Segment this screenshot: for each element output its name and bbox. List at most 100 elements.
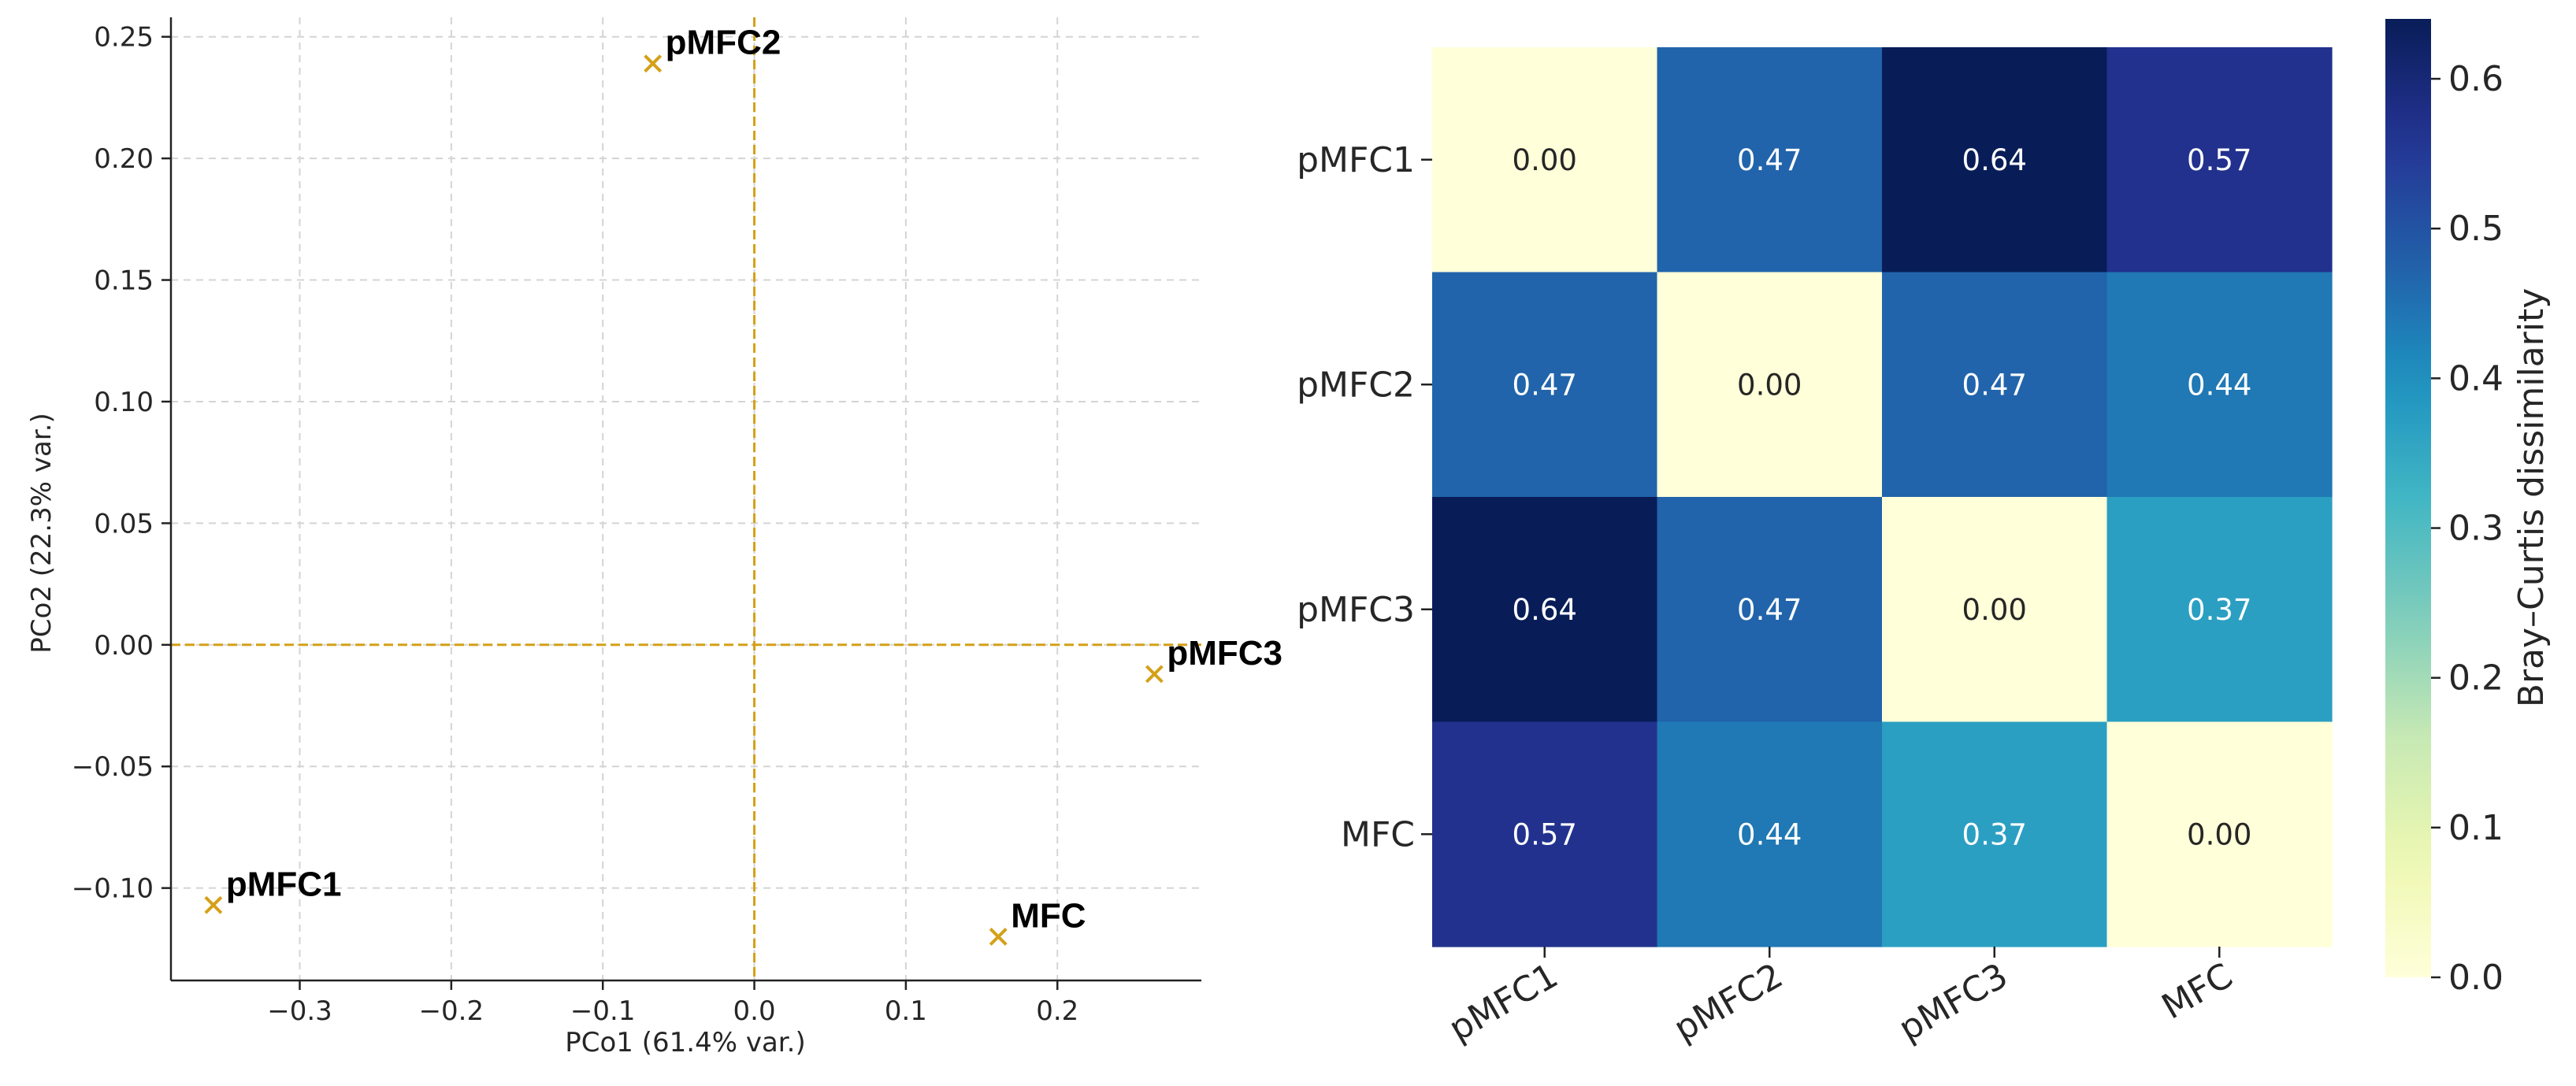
- heatmap-cell: 0.57: [1432, 721, 1658, 947]
- data-point-pmfc1: pMFC1: [204, 865, 342, 914]
- y-tick-label: 0.20: [94, 143, 154, 175]
- y-tick-label: 0.10: [94, 387, 154, 418]
- heatmap-cell: 0.00: [1882, 497, 2108, 723]
- scatter-x-ticks: −0.3 −0.2 −0.1 0.0 0.1 0.2: [267, 980, 1078, 1027]
- heatmap-cell-fill: [1882, 272, 2108, 498]
- heatmap-cell-fill: [1657, 721, 1883, 947]
- scatter-y-ticks: 0.25 0.20 0.15 0.10 0.05 0.00 −0.05 −0.10: [72, 22, 171, 905]
- colorbar: 0.0 0.1 0.2 0.3 0.4 0.5 0.6 Bray–Curtis dissim…: [2385, 19, 2552, 998]
- column-label: pMFC1: [1442, 955, 1565, 1049]
- heatmap-cell-fill: [2106, 721, 2333, 947]
- colorbar-tick-label: 0.5: [2448, 209, 2504, 249]
- heatmap-cell-value: 0.64: [1962, 143, 2027, 177]
- row-label: pMFC2: [1297, 365, 1415, 405]
- y-tick-label: 0.25: [94, 22, 154, 54]
- heatmap-cell: 0.47: [1657, 497, 1883, 723]
- data-point-pmfc3: pMFC3: [1145, 634, 1282, 684]
- point-label: pMFC2: [666, 24, 781, 62]
- heatmap-cell-value: 0.47: [1962, 368, 2027, 402]
- heatmap-cell-value: 0.47: [1513, 368, 1577, 402]
- x-marker-stroke: [1145, 665, 1164, 684]
- x-tick-label: 0.1: [885, 995, 927, 1027]
- heatmap-row-labels: pMFC1 pMFC2 pMFC3 MFC: [1297, 140, 1432, 854]
- x-marker-stroke: [989, 927, 1008, 946]
- heatmap-cell-value: 0.64: [1513, 593, 1577, 627]
- row-label: pMFC3: [1297, 590, 1415, 630]
- heatmap-cell: 0.00: [1657, 272, 1883, 498]
- heatmap-cell-fill: [1432, 47, 1658, 273]
- heatmap-cell-fill: [1657, 272, 1883, 498]
- heatmap-cell: 0.44: [1657, 721, 1883, 947]
- heatmap-cell-fill: [1432, 721, 1658, 947]
- y-tick-label: −0.10: [72, 873, 154, 905]
- column-label: pMFC3: [1892, 955, 2014, 1049]
- heatmap-cell: 0.00: [2106, 721, 2333, 947]
- point-label: pMFC1: [226, 865, 342, 903]
- row-label: MFC: [1341, 814, 1415, 854]
- heatmap-column-labels: pMFC1 pMFC2 pMFC3 MFC: [1442, 947, 2240, 1049]
- heatmap-cell-value: 0.44: [2187, 368, 2251, 402]
- colorbar-tick-label: 0.1: [2448, 808, 2504, 848]
- heatmap-cell-fill: [1432, 497, 1658, 723]
- heatmap-cell-fill: [1432, 272, 1658, 498]
- scatter-axes: [169, 17, 1201, 982]
- heatmap-cell: 0.47: [1657, 47, 1883, 273]
- x-marker-stroke: [204, 895, 223, 914]
- heatmap-cell-fill: [1882, 47, 2108, 273]
- heatmap-cell: 0.64: [1882, 47, 2108, 273]
- heatmap-cell-value: 0.44: [1737, 817, 1802, 851]
- heatmap-cell-value: 0.00: [1737, 368, 1802, 402]
- heatmap-cell-fill: [2106, 47, 2333, 273]
- x-tick-label: −0.1: [570, 995, 636, 1027]
- colorbar-tick-label: 0.4: [2448, 358, 2504, 398]
- colorbar-label: Bray–Curtis dissimilarity: [2511, 288, 2552, 707]
- colorbar-tick-label: 0.3: [2448, 509, 2504, 549]
- heatmap-cell: 0.64: [1432, 497, 1658, 723]
- heatmap-cell: 0.00: [1432, 47, 1658, 273]
- scatter-y-axis-label: PCo2 (22.3% var.): [26, 413, 58, 653]
- scatter-reference-lines: [171, 17, 1201, 980]
- x-tick-label: −0.2: [419, 995, 484, 1027]
- heatmap-cell-value: 0.57: [1513, 817, 1577, 851]
- heatmap-cell-value: 0.00: [1513, 143, 1577, 177]
- scatter-gridlines: [171, 17, 1201, 980]
- column-label: pMFC2: [1667, 955, 1789, 1049]
- colorbar-tick-label: 0.2: [2448, 658, 2504, 699]
- heatmap-cell-value: 0.47: [1737, 593, 1802, 627]
- heatmap-cell-fill: [1882, 497, 2108, 723]
- colorbar-gradient: [2385, 19, 2431, 977]
- heatmap-cell-fill: [2106, 272, 2333, 498]
- heatmap-cell-value: 0.37: [1962, 817, 2027, 851]
- heatmap-cell-value: 0.00: [1962, 593, 2027, 627]
- x-tick-label: 0.0: [733, 995, 776, 1027]
- heatmap-cell-value: 0.00: [2187, 817, 2251, 851]
- heatmap-cell: 0.47: [1882, 272, 2108, 498]
- bray-curtis-heatmap: 0.00 0.47 0.64 0.57 0.47 0.00 0.47 0.44 0.64 0.47…: [1297, 47, 2333, 1049]
- y-tick-label: 0.05: [94, 508, 154, 539]
- heatmap-cell: 0.57: [2106, 47, 2333, 273]
- heatmap-cell: 0.37: [2106, 497, 2333, 723]
- heatmap-cell-value: 0.47: [1737, 143, 1802, 177]
- x-tick-label: −0.3: [267, 995, 332, 1027]
- column-label: MFC: [2155, 955, 2240, 1027]
- row-label: pMFC1: [1297, 140, 1415, 180]
- colorbar-tick-label: 0.6: [2448, 59, 2504, 99]
- heatmap-cell: 0.47: [1432, 272, 1658, 498]
- heatmap-cell-fill: [1882, 721, 2108, 947]
- heatmap-cell: 0.37: [1882, 721, 2108, 947]
- heatmap-cell-fill: [2106, 497, 2333, 723]
- y-tick-label: −0.05: [72, 751, 154, 783]
- point-label: MFC: [1011, 896, 1086, 935]
- heatmap-cell-value: 0.37: [2187, 593, 2251, 627]
- colorbar-ticks: 0.0 0.1 0.2 0.3 0.4 0.5 0.6: [2431, 59, 2504, 998]
- heatmap-cell-fill: [1657, 497, 1883, 723]
- data-point-pmfc2: pMFC2: [644, 24, 781, 73]
- scatter-points: pMFC1 pMFC2 pMFC3 MFC: [204, 24, 1282, 946]
- y-tick-label: 0.15: [94, 265, 154, 297]
- point-label: pMFC3: [1167, 634, 1282, 673]
- x-tick-label: 0.2: [1036, 995, 1078, 1027]
- heatmap-cell: 0.44: [2106, 272, 2333, 498]
- y-tick-label: 0.00: [94, 630, 154, 662]
- heatmap-cell-value: 0.57: [2187, 143, 2251, 177]
